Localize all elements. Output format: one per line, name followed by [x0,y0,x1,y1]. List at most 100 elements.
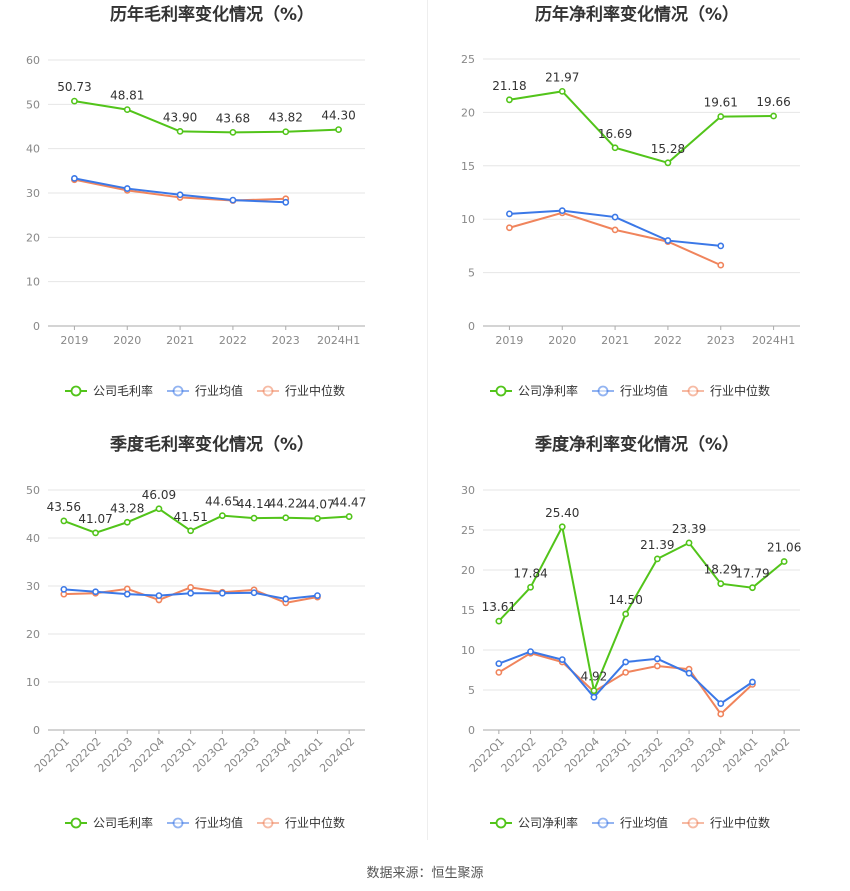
data-point [187,584,195,591]
data-point [611,226,619,234]
data-point [282,514,290,522]
legend-item: 行业均值 [592,815,668,830]
y-tick-label: 50 [26,484,40,497]
data-point [749,584,756,592]
data-label: 19.66 [756,95,790,109]
chart-svg: 季度净利率变化情况（%）0510152025302022Q12022Q22022… [461,434,801,830]
y-tick-label: 40 [26,532,40,545]
y-tick-label: 0 [468,320,475,333]
data-point [590,687,598,695]
legend-item: 行业中位数 [682,815,770,830]
data-label: 43.68 [216,111,250,125]
chart-panel-annual-net-margin: 历年净利率变化情况（%） 0 5 10 15 20 25 2019 2020 2021 2022 20… [425,0,850,430]
series-line [498,523,785,695]
legend-marker [172,385,184,397]
y-tick-label: 25 [461,524,475,537]
x-tick-label: 2023 [272,334,300,347]
x-tick-label: 2024Q2 [752,735,792,775]
data-point [282,128,290,136]
data-point [506,210,513,218]
data-point [622,610,630,618]
data-point [717,710,725,718]
y-tick-label: 10 [26,676,40,689]
legend-item: 公司毛利率 [65,815,153,830]
data-point [717,261,725,269]
y-tick-label: 30 [26,187,40,200]
x-tick-label: 2024H1 [317,334,360,347]
chart-panel-annual-gross-margin: 历年毛利率变化情况（%） 0 10 20 30 40 50 60 2019 2020 2021 202… [0,0,425,430]
y-tick-label: 0 [468,724,475,737]
legend-label: 公司毛利率 [93,383,153,398]
data-point [123,106,131,114]
x-tick-label: 2024Q2 [317,735,357,775]
data-label: 41.51 [173,510,207,524]
legend-marker [172,817,184,829]
data-point [664,159,672,167]
y-tick-label: 60 [26,54,40,67]
data-point [335,126,342,134]
data-point [622,658,630,666]
legend-label: 行业中位数 [710,815,770,830]
data-label: 23.39 [672,522,706,536]
legend-item: 行业均值 [167,383,243,398]
y-tick-label: 5 [468,267,475,280]
data-point [717,580,725,588]
data-point [685,539,693,547]
y-tick-label: 10 [26,276,40,289]
data-label: 4.92 [581,670,608,684]
data-label: 44.47 [332,496,366,510]
data-label: 41.07 [78,512,112,526]
data-point [506,96,513,104]
data-point [717,113,725,120]
legend-label: 公司毛利率 [93,815,153,830]
y-tick-label: 15 [461,160,475,173]
data-point [495,668,503,676]
data-point [229,128,237,136]
chart-title: 季度毛利率变化情况（%） [110,434,314,455]
data-point [506,224,513,232]
x-tick-label: 2024H1 [752,334,795,347]
data-point [71,97,78,105]
y-tick-label: 15 [461,604,475,617]
data-label: 25.40 [545,506,579,520]
data-label: 13.61 [482,600,516,614]
data-point [314,592,321,599]
data-point [282,198,290,206]
chart-svg: 历年毛利率变化情况（%） 0 10 20 30 40 50 60 2019 2020 2021 202… [26,4,365,398]
data-point [123,590,131,598]
data-label: 15.28 [651,142,685,156]
y-tick-label: 0 [33,320,40,333]
data-label: 19.61 [704,96,738,110]
data-point [622,668,630,676]
data-point [155,592,163,599]
legend-label: 行业均值 [195,815,243,830]
data-label: 44.07 [300,497,334,511]
vertical-divider [427,0,428,840]
chart-title: 季度净利率变化情况（%） [535,434,739,455]
x-tick-label: 2021 [166,334,194,347]
y-tick-label: 0 [33,724,40,737]
legend-label: 行业中位数 [285,383,345,398]
data-point [590,693,598,701]
legend-label: 行业中位数 [285,815,345,830]
data-label: 43.90 [163,110,197,124]
legend-marker [262,385,274,397]
legend-item: 行业均值 [167,815,243,830]
data-point [685,669,693,677]
data-point [770,112,777,120]
series-line [74,100,339,134]
chart-svg: 历年净利率变化情况（%） 0 5 10 15 20 25 2019 2020 2021 2022 20… [461,4,800,398]
x-tick-label: 2021 [601,334,629,347]
legend-item: 行业均值 [592,383,668,398]
data-point [495,617,503,625]
data-point [611,213,619,221]
data-label: 44.65 [205,495,239,509]
data-label: 43.28 [110,501,144,515]
x-tick-label: 2019 [60,334,88,347]
data-point [749,678,756,686]
y-tick-label: 20 [461,106,475,119]
data-point [653,655,661,663]
data-label: 46.09 [142,488,176,502]
y-tick-label: 20 [26,231,40,244]
data-label: 17.84 [513,566,547,580]
